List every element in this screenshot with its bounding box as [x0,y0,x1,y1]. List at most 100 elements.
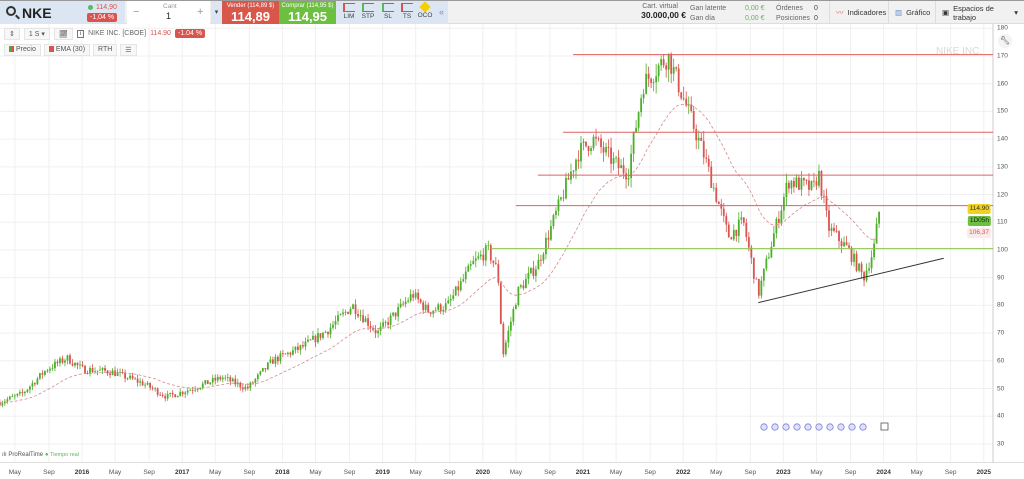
candle-body [404,301,407,305]
candle-body [798,177,800,190]
candle-body [104,367,106,371]
candle-body [66,355,69,361]
candle-body [582,141,585,144]
candle-body [489,245,492,261]
candle-body [229,377,232,382]
stop-limit-icon [382,3,394,12]
candle-body [780,210,783,223]
candle-body [387,322,390,325]
time-tick-label: May [209,469,222,476]
time-tick-label: May [509,469,522,476]
candle-body [389,315,392,325]
instrument-price: 114.90 [150,30,171,37]
candle-body [21,392,24,394]
candle-body [722,208,725,216]
time-axis[interactable]: May Sep 2016 May Sep 2017 May Sep 2018 May Sep 2019… [0,462,1024,479]
qty-input[interactable]: 1 [166,11,172,21]
candle-body [783,197,785,211]
pnl-labels: Gan latente Gan día [690,4,726,24]
indicators-icon: 〰 [836,8,844,17]
chart-button[interactable]: ▨ Gráfico [888,1,936,24]
candle-body [377,330,379,334]
candle-body [259,371,262,375]
candle-body [828,210,830,231]
chevron-down-icon[interactable]: ▾ [211,1,222,24]
symbol-box[interactable]: NKE 114,90 -1,04 % [0,1,125,24]
candle-body [772,233,775,247]
price-tick-label: 110 [997,218,1008,226]
candle-body [409,294,412,301]
price-chart[interactable] [0,24,1024,462]
gan-dia-label: Gan día [690,15,715,22]
search-icon[interactable] [6,6,16,16]
candle-body [720,204,723,209]
price-tick-label: 170 [997,52,1008,60]
candle-body [472,260,475,265]
candle-body [304,341,307,347]
candle-body [590,148,592,152]
candle-body [535,269,537,276]
legend-precio[interactable]: Precio [4,44,41,56]
order-lim-button[interactable]: LIM [340,3,358,20]
candle-body [124,372,126,379]
rth-toggle[interactable]: RTH [93,44,118,56]
candle-body [875,223,878,244]
price-tick-label: 150 [997,107,1008,115]
candle-body [354,304,357,315]
candle-body [449,299,452,301]
quantity-stepper[interactable]: − Cant 1 + [127,1,210,24]
order-stp-button[interactable]: STP [359,3,377,20]
candle-body [522,285,525,289]
candle-body [96,370,99,372]
candle-body [717,201,720,205]
wrench-icon[interactable]: 🔧︎ [998,34,1012,48]
buy-button[interactable]: Comprar (114,95 $) 114,95 [279,1,336,24]
candle-body [84,366,86,374]
candle-body [692,110,695,129]
candle-body [702,140,705,158]
legend-ema[interactable]: EMA (30) [43,44,91,56]
candle-body [519,285,522,287]
candle-body [652,82,655,84]
candle-body [502,323,505,355]
period-select[interactable]: 1 S ▾ [23,27,50,40]
candle-body [509,321,512,331]
period-value: 1 S [28,30,40,38]
realtime-label: Tiempo real [50,452,79,458]
workspaces-button[interactable]: ▣ Espacios de trabajo ▾ [935,1,1024,24]
time-tick-label: May [108,469,122,476]
candle-body [74,362,76,366]
sell-button[interactable]: Vender (114,89 $) 114,89 [222,1,279,24]
candle-body [840,241,843,247]
candle-body [189,389,192,391]
candle-body [580,143,582,162]
decrease-button[interactable]: − [133,6,140,18]
list-icon[interactable]: ☰ [120,44,137,56]
candle-body [8,396,11,400]
candle-body [575,159,577,171]
price-tick-label: 80 [997,301,1005,309]
candle-body [276,356,279,362]
candle-body [632,131,635,154]
indicators-button[interactable]: 〰 Indicadores [829,1,892,24]
order-sl-button[interactable]: SL [379,3,397,20]
candle-body [610,147,612,164]
candle-body [367,318,369,326]
candle-body [349,308,352,314]
info-icon[interactable]: i [76,29,85,38]
chart-type-icon[interactable]: 📈︎ [53,27,73,40]
order-ts-button[interactable]: TS [398,3,416,20]
scroll-icon[interactable]: ⇕ [4,27,20,40]
candle-body [770,246,773,258]
candle-body [219,376,222,380]
candle-body [825,195,828,211]
candle-body [49,368,51,371]
candle-body [274,356,277,364]
candle-body [865,270,868,281]
candle-body [13,395,16,397]
order-lim-label: LIM [343,13,355,20]
candle-body [264,368,267,370]
order-oco-button[interactable]: OCO [416,1,434,19]
collapse-icon[interactable]: « [439,7,445,17]
increase-button[interactable]: + [197,6,204,18]
